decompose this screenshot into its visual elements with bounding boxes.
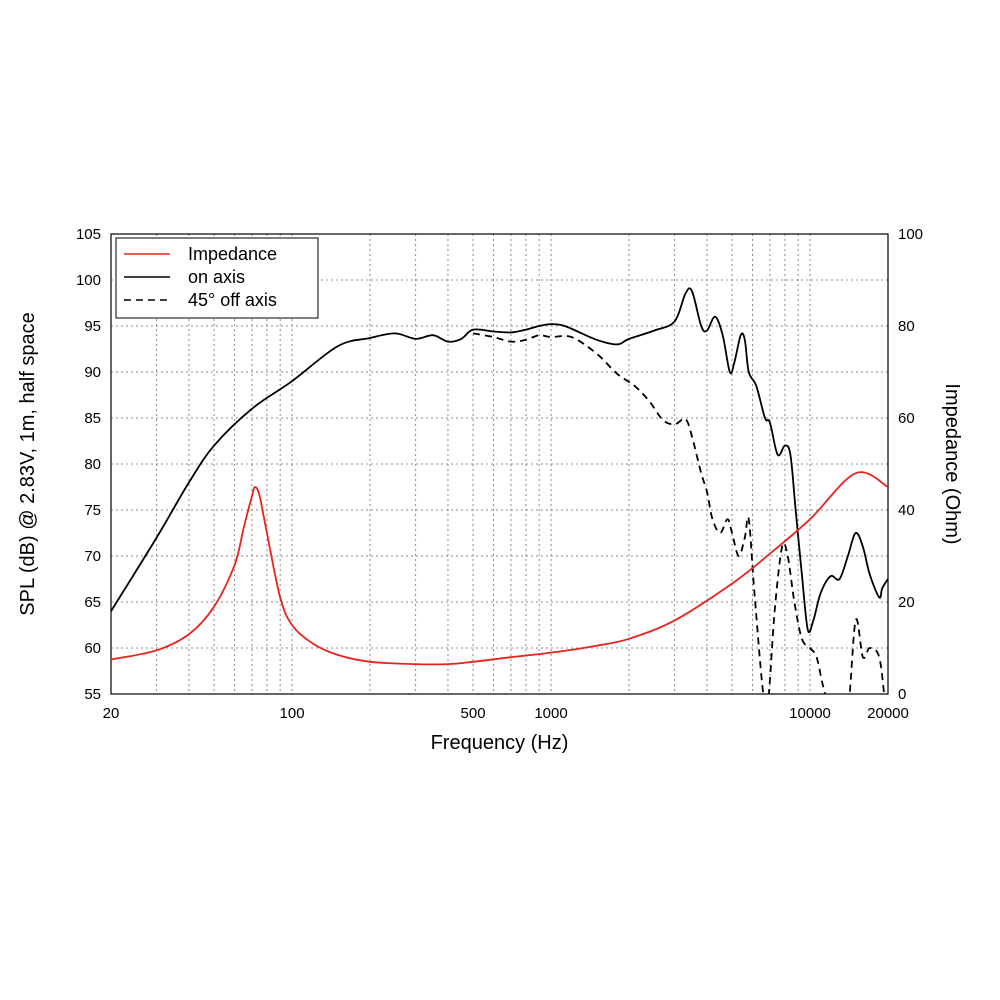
legend-label-impedance: Impedance xyxy=(188,244,277,264)
right-y-tick-label: 100 xyxy=(898,226,923,243)
left-y-tick-label: 55 xyxy=(84,686,101,703)
x-tick-label: 1000 xyxy=(534,705,567,722)
series-line-45-off-axis xyxy=(472,332,886,694)
x-tick-label: 10000 xyxy=(789,705,831,722)
grid xyxy=(111,234,888,694)
left-y-axis-title: SPL (dB) @ 2.83V, 1m, half space xyxy=(17,312,39,615)
left-y-tick-label: 80 xyxy=(84,456,101,473)
right-y-axis-title: Impedance (Ohm) xyxy=(941,383,963,544)
legend-box xyxy=(115,237,319,319)
x-tick-label: 100 xyxy=(280,705,305,722)
series-line-impedance xyxy=(111,471,888,666)
right-y-tick-label: 60 xyxy=(898,410,915,427)
left-y-tick-label: 85 xyxy=(84,410,101,427)
legend-label-on-axis: on axis xyxy=(188,267,245,287)
right-y-tick-label: 80 xyxy=(898,318,915,335)
plot-frame xyxy=(110,233,889,695)
left-y-tick-label: 75 xyxy=(84,502,101,519)
x-tick-label: 20000 xyxy=(867,705,909,722)
left-y-tick-label: 65 xyxy=(84,594,101,611)
x-tick-label: 500 xyxy=(461,705,486,722)
x-tick-label: 20 xyxy=(103,705,120,722)
left-y-tick-label: 60 xyxy=(84,640,101,657)
axis-ticks: 20 100 500 1000 10000 20000556065707580859095… xyxy=(76,226,923,722)
right-y-tick-label: 40 xyxy=(898,502,915,519)
left-y-tick-label: 90 xyxy=(84,364,101,381)
series-line-on-axis xyxy=(111,287,888,634)
right-y-tick-label: 20 xyxy=(898,594,915,611)
left-y-tick-label: 105 xyxy=(76,226,101,243)
series-layer xyxy=(111,287,888,694)
left-y-tick-label: 100 xyxy=(76,272,101,289)
left-y-tick-label: 95 xyxy=(84,318,101,335)
x-axis-title: Frequency (Hz) xyxy=(431,732,569,754)
left-y-tick-label: 70 xyxy=(84,548,101,565)
right-y-tick-label: 0 xyxy=(898,686,906,703)
legend: Impedance on axis 45° off axis xyxy=(115,237,319,319)
legend-label-off-axis: 45° off axis xyxy=(188,290,277,310)
